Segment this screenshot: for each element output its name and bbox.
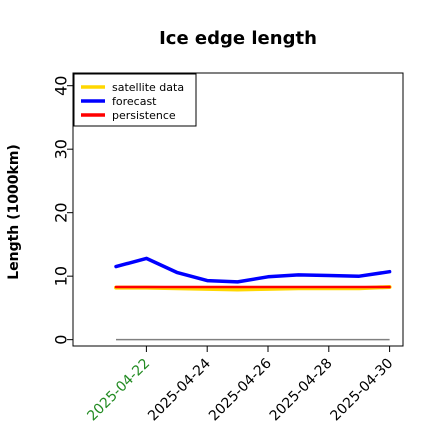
- y-tick-label: 30: [52, 139, 71, 159]
- x-tick-label: 2025-04-26: [206, 355, 275, 424]
- y-tick-label: 40: [52, 76, 71, 96]
- y-axis-label: Length (1000km): [6, 144, 22, 280]
- legend-label: persistence: [112, 109, 176, 122]
- x-tick-label: 2025-04-24: [145, 355, 214, 424]
- legend-label: satellite data: [112, 81, 184, 94]
- x-tick-label: 2025-04-30: [328, 356, 397, 425]
- legend-label: forecast: [112, 95, 157, 108]
- y-tick-label: 0: [52, 335, 71, 345]
- chart-title: Ice edge length: [159, 28, 317, 49]
- series-line-forecast: [114, 256, 392, 284]
- x-tick-label: 2025-04-28: [267, 356, 336, 425]
- x-tick-label: 2025-04-22: [84, 356, 153, 425]
- plot-frame: [72, 72, 404, 347]
- y-tick-label: 10: [52, 266, 71, 286]
- y-tick-label: 20: [52, 202, 71, 222]
